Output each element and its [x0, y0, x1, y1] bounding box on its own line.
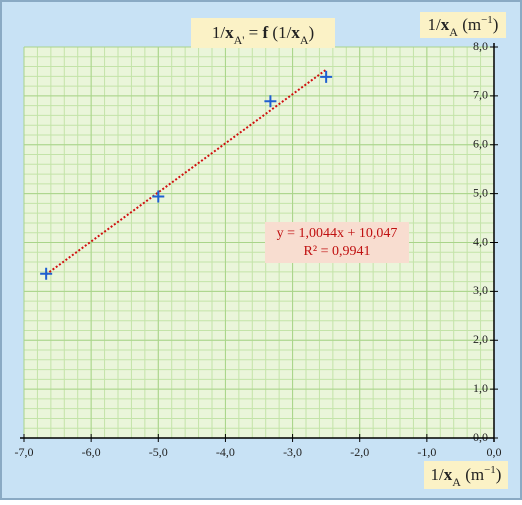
y-tick-label: 0,0 — [473, 430, 488, 444]
equation-box — [265, 222, 409, 263]
title-part: ) — [308, 23, 314, 42]
y_label-part: ) — [493, 15, 499, 34]
x_label-part: −1 — [484, 464, 496, 476]
trend-r2: R² = 0,9941 — [304, 244, 371, 259]
x_label-part: (m — [461, 465, 484, 484]
data-point — [320, 70, 333, 83]
x-tick-label: -2,0 — [350, 445, 369, 459]
y-label-box — [420, 12, 506, 38]
y-tick-label: 3,0 — [473, 283, 488, 297]
y-axis-label: 1/xA (m−1) — [428, 14, 499, 39]
data-point — [40, 267, 53, 280]
title-part: A' — [234, 33, 245, 47]
x-tick-label: 0,0 — [487, 445, 502, 459]
x-tick-label: -6,0 — [82, 445, 101, 459]
y-tick-label: 5,0 — [473, 185, 488, 199]
x-tick-label: -5,0 — [149, 445, 168, 459]
trendline — [45, 68, 327, 276]
trend-equation: y = 1,0044x + 10,047 — [277, 226, 398, 241]
x-tick-label: -1,0 — [417, 445, 436, 459]
y-tick-label: 6,0 — [473, 137, 488, 151]
y-tick-label: 4,0 — [473, 234, 488, 248]
x-tick-label: -7,0 — [15, 445, 34, 459]
y-tick-label: 7,0 — [473, 88, 488, 102]
y_label-part: x — [441, 15, 450, 34]
x_label-part: 1/ — [431, 465, 445, 484]
y-tick-label: 1,0 — [473, 381, 488, 395]
y_label-part: −1 — [481, 14, 493, 26]
data-point — [152, 190, 165, 203]
chart-title: 1/xA' = f (1/xA) — [212, 23, 314, 47]
title-part: f — [263, 23, 269, 42]
x_label-part: ) — [496, 465, 502, 484]
title-part: = — [244, 23, 262, 42]
x-label-box — [424, 461, 508, 489]
title-part: (1/ — [268, 23, 291, 42]
title-part: A — [300, 33, 309, 47]
y_label-part: (m — [458, 15, 481, 34]
x-tick-label: -3,0 — [283, 445, 302, 459]
x-tick-label: -4,0 — [216, 445, 235, 459]
grid — [23, 46, 495, 439]
title-part: 1/ — [212, 23, 226, 42]
title-box — [191, 18, 335, 48]
y_label-part: A — [449, 25, 458, 39]
title-part: x — [291, 23, 300, 42]
y_label-part: 1/ — [428, 15, 442, 34]
y-tick-label: 8,0 — [473, 39, 488, 53]
x_label-part: A — [452, 475, 461, 489]
data-point — [264, 95, 277, 108]
x_label-part: x — [444, 465, 453, 484]
x-axis-label: 1/xA (m−1) — [431, 464, 502, 489]
y-tick-label: 2,0 — [473, 332, 488, 346]
title-part: x — [225, 23, 234, 42]
